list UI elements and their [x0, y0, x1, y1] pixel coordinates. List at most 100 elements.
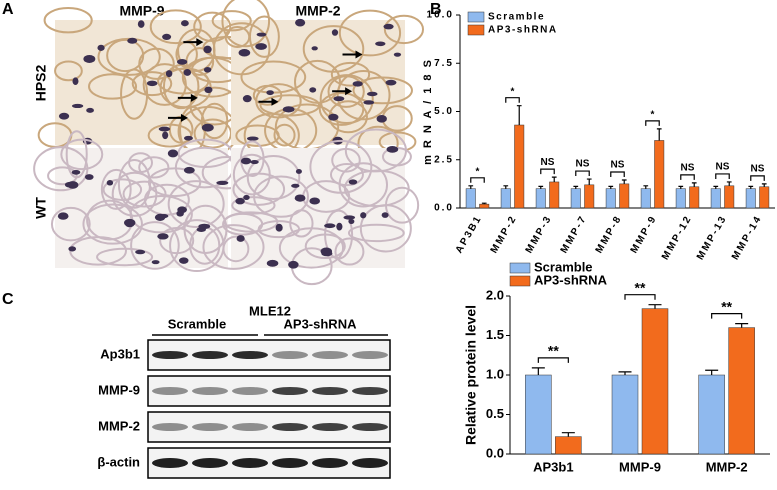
x-tick-label: MMP-7 — [559, 213, 590, 255]
nucleus — [157, 233, 169, 240]
x-tick-label: MMP-2 — [706, 459, 748, 474]
error-bar — [643, 185, 649, 189]
nucleus — [250, 159, 259, 165]
alveolar-wall — [147, 123, 193, 148]
nucleus — [177, 206, 187, 214]
significance-bracket — [680, 174, 695, 180]
alveolar-wall — [122, 180, 167, 208]
blot-band — [312, 423, 348, 431]
significance-label: NS — [541, 157, 555, 168]
x-tick-label: AP3B1 — [454, 213, 485, 255]
alveolar-wall — [383, 14, 425, 45]
nucleus — [235, 197, 245, 205]
blot-band — [272, 458, 308, 468]
bar — [619, 183, 630, 209]
nucleus — [311, 46, 318, 51]
bar — [465, 188, 476, 209]
error-bar — [691, 182, 697, 187]
row-label: WT — [33, 197, 49, 219]
error-bar — [761, 183, 767, 187]
alveolar-wall — [88, 73, 138, 100]
error-bar — [538, 185, 544, 189]
nucleus — [363, 100, 375, 105]
significance-label: NS — [751, 164, 765, 175]
alveolar-wall — [273, 123, 296, 147]
nucleus — [159, 214, 169, 219]
alveolar-wall — [50, 206, 91, 242]
alveolar-wall — [329, 163, 364, 187]
bar — [654, 140, 665, 209]
error-bar — [705, 369, 719, 375]
arrow-head — [190, 93, 198, 102]
nucleus — [367, 91, 378, 97]
nucleus — [291, 183, 300, 188]
histology-image — [211, 0, 425, 162]
nucleus — [288, 260, 299, 269]
blot-band — [152, 351, 188, 359]
significance-bracket — [645, 120, 660, 126]
arrow-head — [345, 87, 353, 96]
nucleus — [383, 23, 394, 30]
alveolar-wall — [102, 178, 143, 201]
alveolar-wall — [344, 128, 407, 173]
nucleus — [146, 80, 158, 87]
nucleus — [179, 257, 189, 264]
nucleus — [386, 146, 399, 153]
blot-band — [352, 423, 388, 431]
bar — [710, 188, 721, 209]
error-bar — [748, 185, 754, 189]
panel-label: C — [2, 291, 14, 308]
error-bar — [586, 178, 592, 185]
significance-bracket — [711, 313, 743, 319]
alveolar-wall — [347, 223, 405, 243]
alveolar-wall — [211, 10, 252, 32]
nucleus — [198, 223, 211, 229]
nucleus — [266, 259, 279, 267]
significance-bracket — [575, 170, 590, 177]
bar — [724, 185, 735, 209]
nucleus — [137, 20, 145, 28]
blot-frame — [147, 375, 391, 407]
nucleus — [162, 33, 172, 41]
significance-label: ** — [721, 298, 732, 314]
significance-label: ** — [548, 343, 559, 359]
nucleus — [165, 70, 173, 78]
blot-band — [232, 458, 268, 468]
x-tick-label: MMP-2 — [489, 213, 520, 255]
error-bar — [531, 367, 545, 375]
alveolar-wall — [338, 9, 402, 57]
nucleus — [343, 215, 356, 220]
alveolar-wall — [302, 25, 365, 73]
alveolar-wall — [259, 94, 321, 117]
nucleus — [57, 212, 69, 220]
alveolar-wall — [96, 247, 154, 267]
significance-bracket — [750, 175, 765, 181]
alveolar-wall — [54, 60, 83, 82]
blot-band — [192, 458, 228, 468]
error-bar — [735, 323, 749, 328]
alveolar-wall — [60, 138, 104, 171]
legend-swatch — [467, 24, 485, 36]
nucleus — [83, 54, 96, 63]
nucleus — [86, 107, 94, 113]
alveolar-wall — [318, 91, 365, 126]
significance-label: NS — [576, 159, 590, 170]
x-tick-label: MMP-14 — [730, 213, 764, 262]
significance-label: NS — [716, 162, 730, 173]
panel-label: A — [2, 1, 14, 18]
blot-band — [312, 458, 348, 468]
x-tick-label: MMP-3 — [524, 213, 555, 255]
alveolar-wall — [130, 221, 180, 270]
y-axis-label: Relative protein level — [463, 305, 479, 445]
nucleus — [203, 45, 212, 54]
arrow-head — [180, 113, 188, 122]
y-tick-label: 2.5 — [434, 154, 454, 165]
error-bar — [551, 176, 557, 182]
error-bar — [503, 185, 509, 189]
alveolar-wall — [319, 74, 374, 125]
alveolar-wall — [352, 76, 413, 105]
bar — [514, 124, 525, 209]
alveolar-wall — [159, 227, 195, 255]
alveolar-wall — [327, 75, 365, 108]
y-tick-label: 0.0 — [434, 203, 454, 214]
